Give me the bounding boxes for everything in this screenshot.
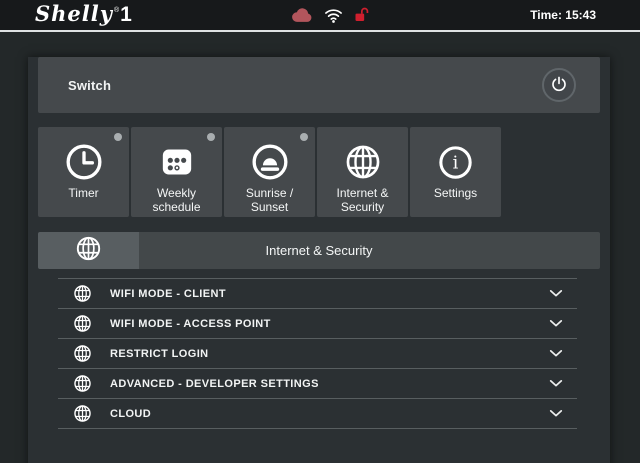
chevron-down-icon	[549, 349, 563, 358]
switch-label: Switch	[68, 77, 112, 93]
switch-panel: Switch	[38, 57, 600, 113]
accordion-row-restrict-login[interactable]: RESTRICT LOGIN	[58, 338, 577, 368]
power-button[interactable]	[542, 68, 576, 102]
status-icon-group	[291, 0, 369, 30]
tab-label: Sunrise / Sunset	[245, 186, 294, 214]
accordion-label: ADVANCED - DEVELOPER SETTINGS	[110, 377, 319, 390]
notification-dot	[300, 133, 308, 141]
feature-tabs: Timer Weekly schedule	[38, 127, 600, 217]
globe-icon	[73, 284, 92, 303]
globe-icon	[344, 139, 382, 185]
chevron-down-icon	[549, 319, 563, 328]
accordion-row-wifi-client[interactable]: WIFI MODE - CLIENT	[58, 278, 577, 308]
calendar-icon	[157, 139, 197, 185]
accordion-row-cloud[interactable]: CLOUD	[58, 398, 577, 428]
tab-label: Weekly schedule	[152, 186, 201, 214]
registered-mark: ®	[113, 7, 120, 14]
section-header-icon-cell[interactable]	[38, 232, 139, 269]
clock-icon	[64, 139, 104, 185]
globe-icon	[73, 374, 92, 393]
chevron-down-icon	[549, 409, 563, 418]
tab-label: Internet & Security	[336, 186, 389, 214]
accordion-label: WIFI MODE - CLIENT	[110, 287, 226, 300]
tab-sunrise-sunset[interactable]: Sunrise / Sunset	[224, 127, 315, 217]
section-header-internet-security: Internet & Security	[38, 232, 600, 269]
wifi-icon	[324, 8, 343, 23]
cloud-icon	[291, 7, 313, 23]
lock-open-icon	[354, 7, 369, 23]
notification-dot	[114, 133, 122, 141]
tab-label: Settings	[433, 186, 478, 200]
model-number: 1	[120, 3, 132, 26]
svg-text:i: i	[453, 153, 459, 173]
notification-dot	[207, 133, 215, 141]
info-icon: i	[437, 139, 474, 185]
accordion-row-advanced-developer-settings[interactable]: ADVANCED - DEVELOPER SETTINGS	[58, 368, 577, 398]
accordion-label: CLOUD	[110, 407, 152, 420]
chevron-down-icon	[549, 379, 563, 388]
globe-icon	[73, 344, 92, 363]
chevron-down-icon	[549, 289, 563, 298]
accordion-label: RESTRICT LOGIN	[110, 347, 209, 360]
globe-icon	[73, 404, 92, 423]
globe-icon	[73, 314, 92, 333]
section-header-title-cell	[139, 232, 600, 269]
accordion-label: WIFI MODE - ACCESS POINT	[110, 317, 271, 330]
tab-timer[interactable]: Timer	[38, 127, 129, 217]
settings-accordion: WIFI MODE - CLIENT WIFI MODE - ACCESS PO…	[58, 278, 577, 429]
tab-weekly-schedule[interactable]: Weekly schedule	[131, 127, 222, 217]
tab-label: Timer	[68, 186, 99, 200]
accordion-row-wifi-access-point[interactable]: WIFI MODE - ACCESS POINT	[58, 308, 577, 338]
content-column: Switch Timer	[28, 57, 610, 463]
device-time: Time: 15:43	[530, 8, 596, 22]
tab-internet-security[interactable]: Internet & Security	[317, 127, 408, 217]
top-bar: Shelly ® 1	[0, 0, 640, 32]
brand-name: Shelly	[35, 1, 113, 26]
power-icon	[550, 75, 568, 96]
sunset-icon	[250, 139, 290, 185]
tab-settings[interactable]: i Settings	[410, 127, 501, 217]
globe-icon	[75, 235, 102, 267]
shelly-logo: Shelly ® 1	[35, 1, 132, 27]
